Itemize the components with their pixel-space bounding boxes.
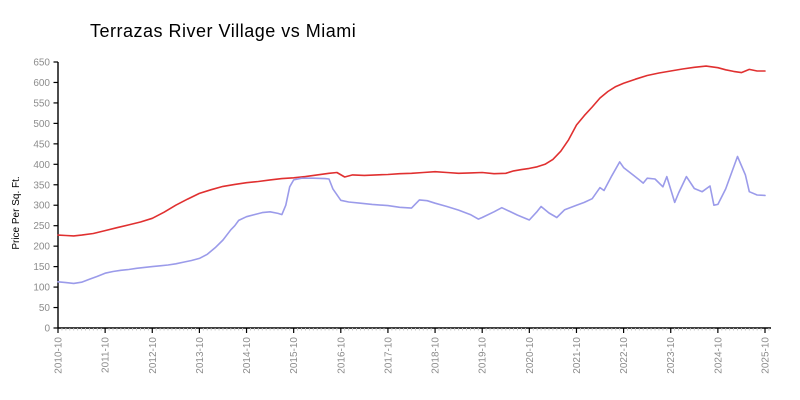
x-tick-label: 2021-10 xyxy=(572,337,583,374)
x-tick-label: 2020-10 xyxy=(525,337,536,374)
y-tick-label: 400 xyxy=(33,160,50,171)
y-tick-label: 600 xyxy=(33,78,50,89)
x-tick-label: 2023-10 xyxy=(666,337,677,374)
y-tick-label: 100 xyxy=(33,283,50,294)
x-tick-label: 2015-10 xyxy=(289,337,300,374)
miami-price-line xyxy=(57,65,766,237)
x-tick-label: 2013-10 xyxy=(195,337,206,374)
y-tick-label: 200 xyxy=(33,242,50,253)
y-tick-label: 350 xyxy=(33,180,50,191)
y-tick-label: 50 xyxy=(39,303,51,314)
y-tick-label: 650 xyxy=(33,58,50,69)
x-tick-label: 2024-10 xyxy=(713,337,724,374)
axes xyxy=(57,62,771,329)
x-tick-label: 2025-10 xyxy=(761,337,772,374)
y-tick-label: 0 xyxy=(44,324,50,335)
x-tick-label: 2022-10 xyxy=(619,337,630,374)
chart-title: Terrazas River Village vs Miami xyxy=(90,21,356,41)
tick-marks xyxy=(53,61,770,333)
x-tick-label: 2012-10 xyxy=(148,337,159,374)
terrazas-river-village-price-line xyxy=(57,155,766,285)
x-tick-label: 2016-10 xyxy=(336,337,347,374)
y-tick-label: 250 xyxy=(33,221,50,232)
y-tick-label: 550 xyxy=(33,98,50,109)
x-tick-label: 2017-10 xyxy=(383,337,394,374)
y-tick-label: 150 xyxy=(33,262,50,273)
tick-labels: 0 50 100 150 200 250 300 350 400 450 500 550 600 650 2… xyxy=(33,58,771,374)
y-axis-label: Price Per Sq. Ft. xyxy=(11,176,22,249)
x-tick-label: 2010-10 xyxy=(54,337,65,374)
y-tick-label: 450 xyxy=(33,139,50,150)
x-tick-label: 2019-10 xyxy=(478,337,489,374)
x-tick-label: 2018-10 xyxy=(431,337,442,374)
series-lines xyxy=(57,65,766,285)
y-tick-label: 500 xyxy=(33,119,50,130)
x-tick-label: 2011-10 xyxy=(101,337,112,373)
x-tick-label: 2014-10 xyxy=(242,337,253,374)
y-tick-label: 300 xyxy=(33,201,50,212)
